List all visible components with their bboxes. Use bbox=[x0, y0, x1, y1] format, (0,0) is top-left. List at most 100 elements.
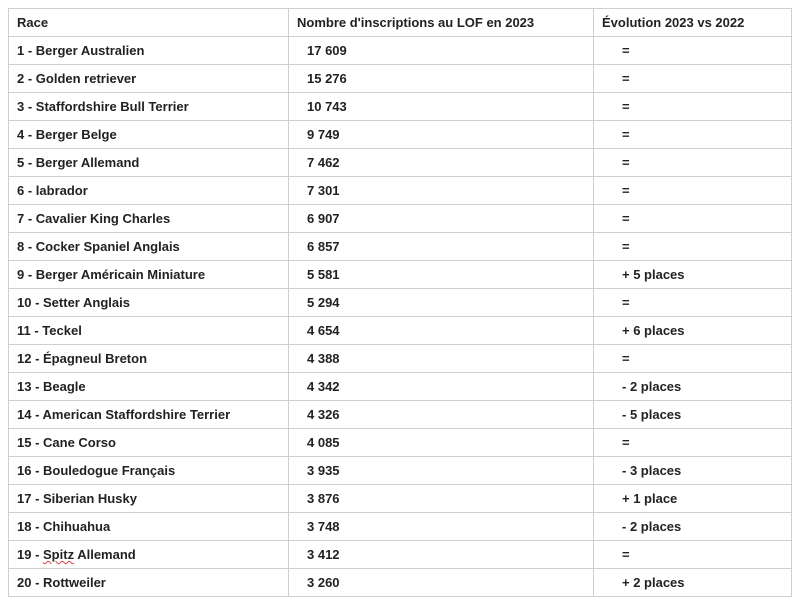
evolution-label: - 2 places bbox=[622, 519, 681, 534]
race-label: 10 - Setter Anglais bbox=[17, 295, 130, 310]
value-label: 15 276 bbox=[307, 71, 347, 86]
table-row: 3 - Staffordshire Bull Terrier 10 743 = bbox=[9, 93, 792, 121]
cell-value: 4 388 bbox=[289, 345, 594, 373]
cell-value: 4 654 bbox=[289, 317, 594, 345]
value-label: 4 388 bbox=[307, 351, 340, 366]
cell-evolution: - 2 places bbox=[594, 513, 792, 541]
cell-value: 6 907 bbox=[289, 205, 594, 233]
cell-value: 5 294 bbox=[289, 289, 594, 317]
evolution-label: = bbox=[622, 295, 630, 310]
race-label: 3 - Staffordshire Bull Terrier bbox=[17, 99, 189, 114]
cell-evolution: = bbox=[594, 93, 792, 121]
cell-race: 20 - Rottweiler bbox=[9, 569, 289, 597]
evolution-label: - 3 places bbox=[622, 463, 681, 478]
value-label: 5 294 bbox=[307, 295, 340, 310]
race-label: 19 - Spitz Allemand bbox=[17, 547, 136, 562]
cell-evolution: = bbox=[594, 65, 792, 93]
table-row: 7 - Cavalier King Charles 6 907= bbox=[9, 205, 792, 233]
race-label: 14 - American Staffordshire Terrier bbox=[17, 407, 230, 422]
table-row: 20 - Rottweiler 3 260 + 2 places bbox=[9, 569, 792, 597]
cell-evolution: = bbox=[594, 121, 792, 149]
col-header-value: Nombre d'inscriptions au LOF en 2023 bbox=[289, 9, 594, 37]
table-header-row: Race Nombre d'inscriptions au LOF en 202… bbox=[9, 9, 792, 37]
cell-evolution: - 5 places bbox=[594, 401, 792, 429]
table-row: 18 - Chihuahua 3 748- 2 places bbox=[9, 513, 792, 541]
cell-evolution: = bbox=[594, 149, 792, 177]
evolution-label: + 6 places bbox=[622, 323, 685, 338]
evolution-label: = bbox=[622, 127, 630, 142]
value-label: 3 260 bbox=[307, 575, 340, 590]
value-label: 5 581 bbox=[307, 267, 340, 282]
cell-value: 3 260 bbox=[289, 569, 594, 597]
value-label: 9 749 bbox=[307, 127, 340, 142]
cell-evolution: + 6 places bbox=[594, 317, 792, 345]
cell-evolution: = bbox=[594, 541, 792, 569]
cell-race: 3 - Staffordshire Bull Terrier bbox=[9, 93, 289, 121]
race-label: 12 - Épagneul Breton bbox=[17, 351, 147, 366]
race-label: 11 - Teckel bbox=[17, 323, 82, 338]
cell-value: 7 462 bbox=[289, 149, 594, 177]
table-row: 6 - labrador 7 301= bbox=[9, 177, 792, 205]
evolution-label: = bbox=[622, 351, 630, 366]
value-label: 4 654 bbox=[307, 323, 340, 338]
table-row: 13 - Beagle 4 342 - 2 places bbox=[9, 373, 792, 401]
race-label: 20 - Rottweiler bbox=[17, 575, 106, 590]
table-row: 5 - Berger Allemand 7 462 = bbox=[9, 149, 792, 177]
cell-value: 15 276 bbox=[289, 65, 594, 93]
table-row: 10 - Setter Anglais 5 294 = bbox=[9, 289, 792, 317]
cell-evolution: = bbox=[594, 205, 792, 233]
table-row: 14 - American Staffordshire Terrier 4 32… bbox=[9, 401, 792, 429]
cell-race: 11 - Teckel bbox=[9, 317, 289, 345]
cell-race: 9 - Berger Américain Miniature bbox=[9, 261, 289, 289]
value-label: 3 935 bbox=[307, 463, 340, 478]
evolution-label: = bbox=[622, 547, 630, 562]
cell-value: 7 301 bbox=[289, 177, 594, 205]
cell-value: 3 935 bbox=[289, 457, 594, 485]
cell-evolution: = bbox=[594, 233, 792, 261]
evolution-label: = bbox=[622, 43, 630, 58]
evolution-label: = bbox=[622, 99, 630, 114]
cell-race: 16 - Bouledogue Français bbox=[9, 457, 289, 485]
breeds-table: Race Nombre d'inscriptions au LOF en 202… bbox=[8, 8, 792, 597]
cell-value: 4 326 bbox=[289, 401, 594, 429]
cell-race: 5 - Berger Allemand bbox=[9, 149, 289, 177]
cell-evolution: = bbox=[594, 429, 792, 457]
cell-value: 17 609 bbox=[289, 37, 594, 65]
cell-evolution: = bbox=[594, 37, 792, 65]
evolution-label: - 2 places bbox=[622, 379, 681, 394]
race-label: 7 - Cavalier King Charles bbox=[17, 211, 170, 226]
cell-value: 3 412 bbox=[289, 541, 594, 569]
cell-race: 15 - Cane Corso bbox=[9, 429, 289, 457]
table-row: 12 - Épagneul Breton 4 388 = bbox=[9, 345, 792, 373]
evolution-label: + 5 places bbox=[622, 267, 685, 282]
cell-race: 19 - Spitz Allemand bbox=[9, 541, 289, 569]
race-label: 18 - Chihuahua bbox=[17, 519, 110, 534]
cell-value: 4 342 bbox=[289, 373, 594, 401]
race-label: 5 - Berger Allemand bbox=[17, 155, 139, 170]
race-label: 9 - Berger Américain Miniature bbox=[17, 267, 205, 282]
cell-value: 6 857 bbox=[289, 233, 594, 261]
race-label: 8 - Cocker Spaniel Anglais bbox=[17, 239, 180, 254]
col-header-race: Race bbox=[9, 9, 289, 37]
value-label: 7 462 bbox=[307, 155, 340, 170]
cell-value: 4 085 bbox=[289, 429, 594, 457]
cell-race: 7 - Cavalier King Charles bbox=[9, 205, 289, 233]
race-label: 6 - labrador bbox=[17, 183, 88, 198]
cell-evolution: = bbox=[594, 345, 792, 373]
evolution-label: + 2 places bbox=[622, 575, 685, 590]
table-row: 15 - Cane Corso 4 085= bbox=[9, 429, 792, 457]
cell-evolution: + 1 place bbox=[594, 485, 792, 513]
col-header-evolution: Évolution 2023 vs 2022 bbox=[594, 9, 792, 37]
value-label: 10 743 bbox=[307, 99, 347, 114]
table-row: 4 - Berger Belge 9 749 = bbox=[9, 121, 792, 149]
cell-evolution: + 2 places bbox=[594, 569, 792, 597]
race-label: 1 - Berger Australien bbox=[17, 43, 144, 58]
cell-race: 14 - American Staffordshire Terrier bbox=[9, 401, 289, 429]
cell-race: 6 - labrador bbox=[9, 177, 289, 205]
race-label: 13 - Beagle bbox=[17, 379, 86, 394]
table-row: 19 - Spitz Allemand 3 412 = bbox=[9, 541, 792, 569]
cell-evolution: = bbox=[594, 177, 792, 205]
cell-race: 12 - Épagneul Breton bbox=[9, 345, 289, 373]
evolution-label: = bbox=[622, 71, 630, 86]
cell-race: 4 - Berger Belge bbox=[9, 121, 289, 149]
